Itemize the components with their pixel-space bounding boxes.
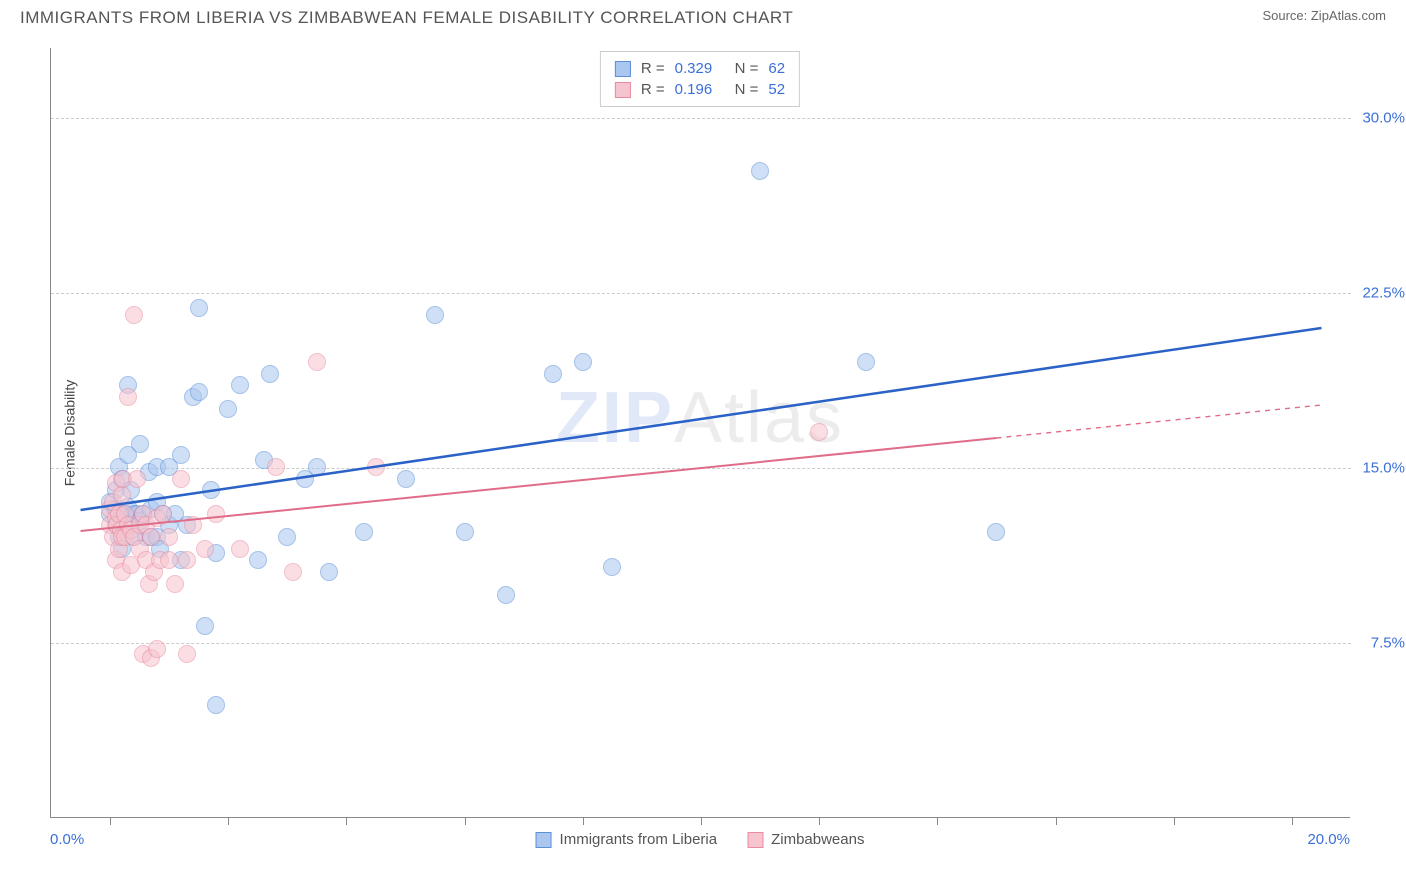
correlation-legend-row: R = 0.196 N = 52 bbox=[615, 79, 785, 100]
scatter-point bbox=[142, 528, 160, 546]
scatter-point bbox=[987, 523, 1005, 541]
scatter-point bbox=[128, 470, 146, 488]
scatter-point bbox=[207, 505, 225, 523]
scatter-point bbox=[308, 458, 326, 476]
scatter-point bbox=[810, 423, 828, 441]
scatter-point bbox=[574, 353, 592, 371]
scatter-point bbox=[125, 306, 143, 324]
scatter-point bbox=[267, 458, 285, 476]
y-axis-label: Female Disability bbox=[61, 379, 77, 486]
scatter-point bbox=[367, 458, 385, 476]
n-label: N = bbox=[735, 81, 759, 98]
y-tick-label: 30.0% bbox=[1355, 110, 1405, 127]
x-tick bbox=[819, 817, 820, 825]
scatter-point bbox=[178, 551, 196, 569]
series-legend-label: Zimbabweans bbox=[771, 831, 864, 848]
scatter-point bbox=[207, 696, 225, 714]
x-tick bbox=[1174, 817, 1175, 825]
scatter-point bbox=[131, 435, 149, 453]
scatter-point bbox=[119, 388, 137, 406]
scatter-point bbox=[178, 645, 196, 663]
series-legend-item: Zimbabweans bbox=[747, 831, 864, 848]
x-tick bbox=[583, 817, 584, 825]
scatter-point bbox=[184, 516, 202, 534]
scatter-point bbox=[308, 353, 326, 371]
series-legend: Immigrants from Liberia Zimbabweans bbox=[536, 831, 865, 848]
trend-line-dashed bbox=[996, 405, 1321, 438]
scatter-point bbox=[219, 400, 237, 418]
chart-area: ZIPAtlas Female Disability 7.5%15.0%22.5… bbox=[50, 48, 1350, 818]
scatter-point bbox=[196, 617, 214, 635]
scatter-point bbox=[190, 299, 208, 317]
scatter-point bbox=[231, 376, 249, 394]
gridline-h bbox=[51, 118, 1351, 119]
scatter-point bbox=[231, 540, 249, 558]
scatter-point bbox=[196, 540, 214, 558]
scatter-point bbox=[172, 446, 190, 464]
trend-lines-svg bbox=[51, 48, 1351, 818]
source-label: Source: ZipAtlas.com bbox=[1262, 8, 1386, 23]
scatter-point bbox=[113, 486, 131, 504]
n-value: 62 bbox=[768, 60, 785, 77]
gridline-h bbox=[51, 643, 1351, 644]
plot-region: Female Disability 7.5%15.0%22.5%30.0% bbox=[50, 48, 1350, 818]
n-label: N = bbox=[735, 60, 759, 77]
correlation-legend: R = 0.329 N = 62 R = 0.196 N = 52 bbox=[600, 51, 800, 107]
x-tick bbox=[1292, 817, 1293, 825]
scatter-point bbox=[284, 563, 302, 581]
scatter-point bbox=[148, 640, 166, 658]
chart-title: IMMIGRANTS FROM LIBERIA VS ZIMBABWEAN FE… bbox=[20, 8, 793, 28]
scatter-point bbox=[751, 162, 769, 180]
x-axis-min-label: 0.0% bbox=[50, 831, 84, 848]
scatter-point bbox=[261, 365, 279, 383]
r-label: R = bbox=[641, 81, 665, 98]
scatter-point bbox=[456, 523, 474, 541]
scatter-point bbox=[166, 575, 184, 593]
scatter-point bbox=[249, 551, 267, 569]
r-label: R = bbox=[641, 60, 665, 77]
scatter-point bbox=[320, 563, 338, 581]
y-tick-label: 7.5% bbox=[1355, 635, 1405, 652]
scatter-point bbox=[544, 365, 562, 383]
scatter-point bbox=[278, 528, 296, 546]
x-tick bbox=[228, 817, 229, 825]
x-tick bbox=[110, 817, 111, 825]
series-legend-label: Immigrants from Liberia bbox=[560, 831, 718, 848]
y-tick-label: 22.5% bbox=[1355, 285, 1405, 302]
n-value: 52 bbox=[768, 81, 785, 98]
scatter-point bbox=[172, 470, 190, 488]
scatter-point bbox=[397, 470, 415, 488]
scatter-point bbox=[426, 306, 444, 324]
x-tick bbox=[465, 817, 466, 825]
x-tick bbox=[701, 817, 702, 825]
x-tick bbox=[346, 817, 347, 825]
scatter-point bbox=[160, 551, 178, 569]
x-axis-max-label: 20.0% bbox=[1307, 831, 1350, 848]
y-tick-label: 15.0% bbox=[1355, 460, 1405, 477]
scatter-point bbox=[202, 481, 220, 499]
scatter-point bbox=[355, 523, 373, 541]
legend-swatch bbox=[615, 82, 631, 98]
gridline-h bbox=[51, 293, 1351, 294]
gridline-h bbox=[51, 468, 1351, 469]
legend-swatch bbox=[536, 832, 552, 848]
x-tick bbox=[937, 817, 938, 825]
r-value: 0.329 bbox=[675, 60, 725, 77]
scatter-point bbox=[857, 353, 875, 371]
correlation-legend-row: R = 0.329 N = 62 bbox=[615, 58, 785, 79]
scatter-point bbox=[160, 528, 178, 546]
scatter-point bbox=[603, 558, 621, 576]
trend-line bbox=[81, 328, 1322, 510]
legend-swatch bbox=[615, 61, 631, 77]
series-legend-item: Immigrants from Liberia bbox=[536, 831, 718, 848]
legend-swatch bbox=[747, 832, 763, 848]
r-value: 0.196 bbox=[675, 81, 725, 98]
scatter-point bbox=[497, 586, 515, 604]
scatter-point bbox=[190, 383, 208, 401]
scatter-point bbox=[154, 505, 172, 523]
x-tick bbox=[1056, 817, 1057, 825]
